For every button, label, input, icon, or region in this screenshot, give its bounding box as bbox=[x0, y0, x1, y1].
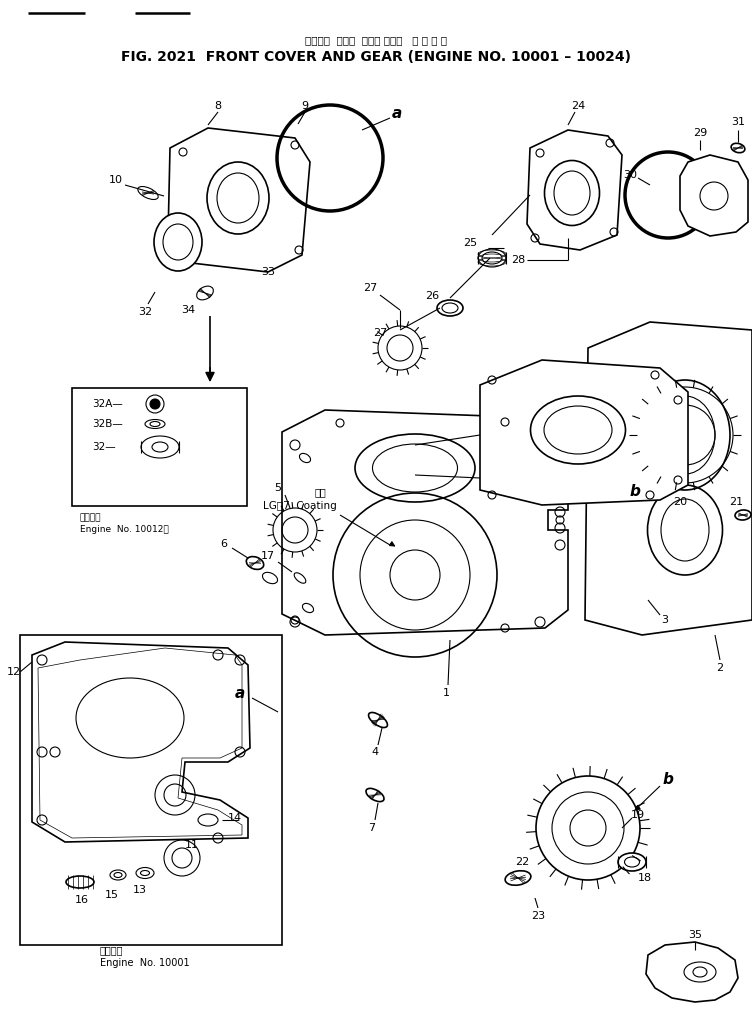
Text: 10: 10 bbox=[109, 175, 123, 185]
Text: 8: 8 bbox=[214, 101, 222, 111]
Text: フロント  カバー  および ギヤー   通 用 号 機: フロント カバー および ギヤー 通 用 号 機 bbox=[305, 35, 447, 45]
Ellipse shape bbox=[110, 870, 126, 880]
Text: 24: 24 bbox=[571, 101, 585, 111]
Ellipse shape bbox=[197, 287, 214, 300]
Text: 13: 13 bbox=[133, 885, 147, 895]
Polygon shape bbox=[680, 155, 748, 236]
Text: 11: 11 bbox=[185, 840, 199, 850]
Text: 4: 4 bbox=[371, 747, 378, 757]
Text: 26: 26 bbox=[425, 291, 439, 301]
Text: 33: 33 bbox=[261, 267, 275, 277]
Text: 適用号機: 適用号機 bbox=[100, 945, 123, 955]
Ellipse shape bbox=[368, 712, 387, 727]
Text: 20: 20 bbox=[673, 497, 687, 507]
Text: 34: 34 bbox=[181, 305, 195, 315]
Ellipse shape bbox=[262, 572, 277, 583]
Text: 30: 30 bbox=[623, 170, 637, 180]
Text: 6: 6 bbox=[220, 539, 228, 549]
Text: 18: 18 bbox=[638, 873, 652, 883]
Text: Engine  No. 10001: Engine No. 10001 bbox=[100, 958, 190, 968]
Text: 17: 17 bbox=[261, 551, 275, 561]
Text: 1: 1 bbox=[442, 688, 450, 698]
Text: FIG. 2021  FRONT COVER AND GEAR (ENGINE NO. 10001 – 10024): FIG. 2021 FRONT COVER AND GEAR (ENGINE N… bbox=[121, 50, 631, 64]
Circle shape bbox=[150, 399, 160, 409]
Ellipse shape bbox=[141, 436, 179, 458]
Ellipse shape bbox=[66, 876, 94, 888]
Text: 29: 29 bbox=[693, 128, 707, 138]
Ellipse shape bbox=[478, 249, 506, 267]
Ellipse shape bbox=[735, 510, 751, 520]
Text: 27: 27 bbox=[373, 328, 387, 338]
Ellipse shape bbox=[505, 871, 531, 885]
Polygon shape bbox=[282, 410, 568, 635]
Text: 2: 2 bbox=[717, 663, 723, 673]
Text: 19: 19 bbox=[631, 810, 645, 820]
Ellipse shape bbox=[299, 453, 311, 462]
Text: 32: 32 bbox=[138, 307, 152, 317]
Text: 31: 31 bbox=[731, 117, 745, 127]
Ellipse shape bbox=[154, 213, 202, 271]
Ellipse shape bbox=[731, 143, 745, 152]
Ellipse shape bbox=[138, 187, 158, 200]
Ellipse shape bbox=[198, 814, 218, 826]
Polygon shape bbox=[168, 128, 310, 272]
Text: 35: 35 bbox=[688, 930, 702, 940]
Text: LG＇7  Coating: LG＇7 Coating bbox=[263, 501, 337, 511]
Text: 塗布: 塗布 bbox=[314, 487, 326, 497]
Text: 22: 22 bbox=[515, 857, 529, 867]
Polygon shape bbox=[527, 130, 622, 250]
Text: a: a bbox=[392, 107, 402, 121]
Text: 3: 3 bbox=[662, 615, 669, 625]
Ellipse shape bbox=[302, 603, 314, 612]
Text: 16: 16 bbox=[75, 895, 89, 905]
Ellipse shape bbox=[366, 788, 384, 801]
Text: 32A—: 32A— bbox=[92, 399, 123, 409]
Text: 12: 12 bbox=[7, 667, 21, 677]
Text: Engine  No. 10012～: Engine No. 10012～ bbox=[80, 526, 168, 535]
Text: 適用号機: 適用号機 bbox=[80, 514, 102, 523]
Text: 14: 14 bbox=[228, 813, 242, 823]
Text: 32—: 32— bbox=[92, 442, 116, 452]
Polygon shape bbox=[585, 322, 752, 635]
Text: 7: 7 bbox=[368, 823, 375, 833]
Text: a: a bbox=[235, 686, 245, 701]
Text: 21: 21 bbox=[729, 497, 743, 507]
Text: 23: 23 bbox=[531, 911, 545, 921]
Text: 5: 5 bbox=[274, 483, 281, 493]
Text: 32B—: 32B— bbox=[92, 419, 123, 429]
Bar bbox=[72, 388, 247, 506]
Ellipse shape bbox=[618, 853, 646, 871]
Text: b: b bbox=[663, 773, 674, 787]
Text: 25: 25 bbox=[463, 238, 477, 248]
Ellipse shape bbox=[136, 868, 154, 879]
Text: b: b bbox=[629, 484, 641, 499]
Polygon shape bbox=[480, 360, 688, 504]
Text: 9: 9 bbox=[302, 101, 308, 111]
Ellipse shape bbox=[294, 573, 306, 583]
Text: 15: 15 bbox=[105, 890, 119, 900]
Text: 27: 27 bbox=[363, 283, 377, 293]
Bar bbox=[20, 635, 282, 945]
Text: 28: 28 bbox=[511, 255, 525, 265]
Polygon shape bbox=[646, 942, 738, 1002]
Ellipse shape bbox=[247, 557, 264, 569]
